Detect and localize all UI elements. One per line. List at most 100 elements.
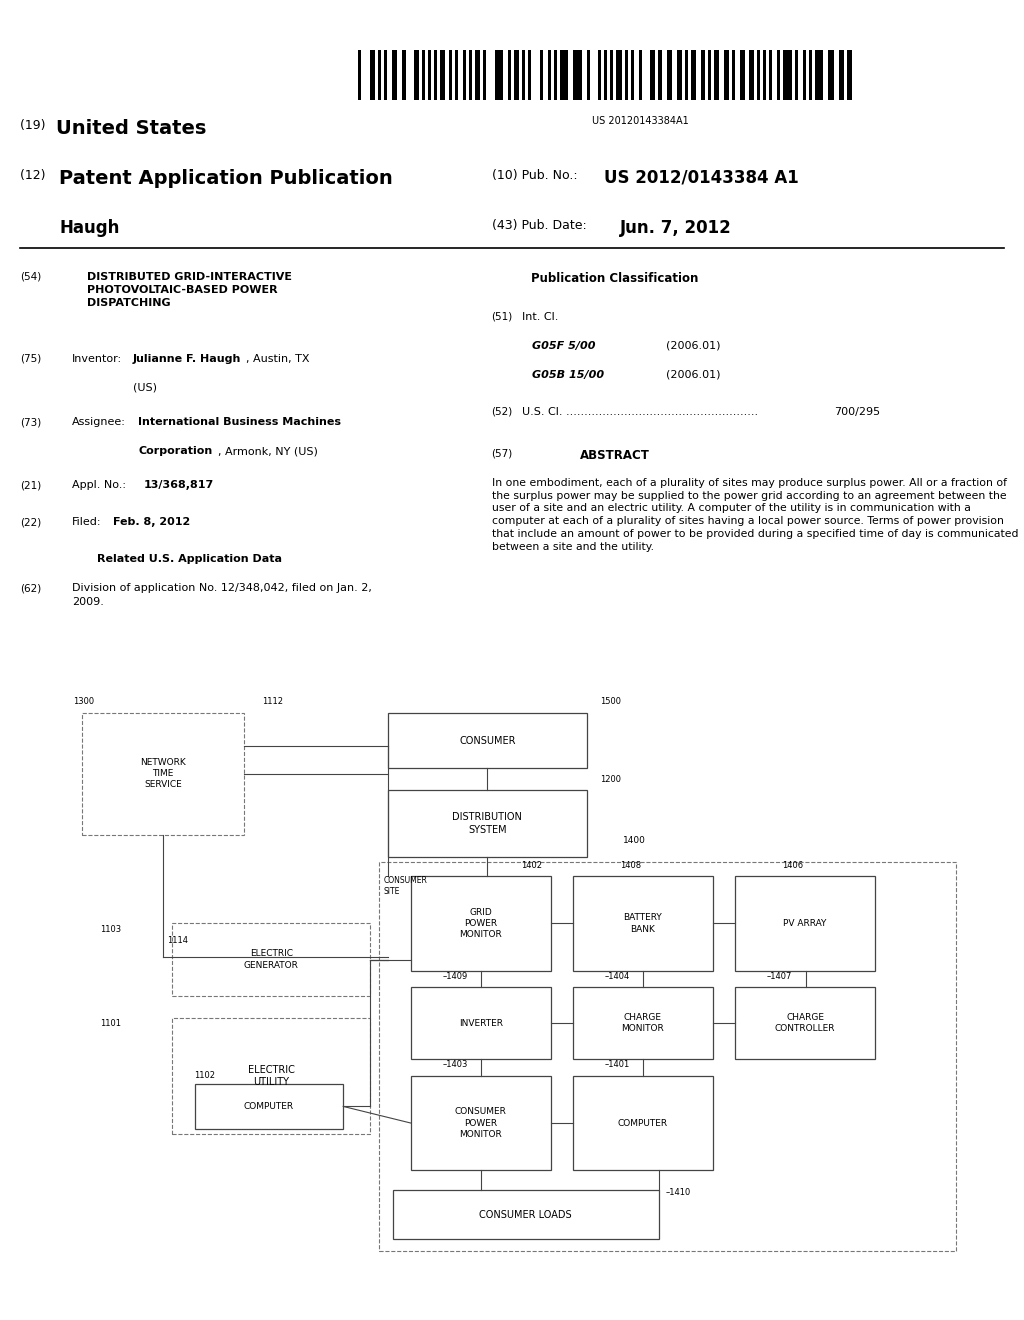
Bar — [795, 50, 798, 100]
Text: 1300: 1300 — [73, 697, 94, 706]
Text: 1408: 1408 — [620, 861, 641, 870]
Bar — [82, 713, 244, 834]
Text: G05B 15/00: G05B 15/00 — [532, 370, 604, 380]
Text: , Austin, TX: , Austin, TX — [246, 354, 309, 364]
Text: –1403: –1403 — [442, 1060, 468, 1069]
Bar — [658, 50, 662, 100]
Text: 1102: 1102 — [195, 1072, 216, 1081]
Bar — [677, 50, 682, 100]
Bar — [392, 50, 397, 100]
Text: Assignee:: Assignee: — [72, 417, 126, 428]
Text: DISTRIBUTION
SYSTEM: DISTRIBUTION SYSTEM — [453, 813, 522, 834]
Text: 13/368,817: 13/368,817 — [143, 480, 214, 491]
Bar — [428, 50, 431, 100]
Bar — [815, 50, 823, 100]
Bar — [495, 50, 503, 100]
Text: CONSUMER
SITE: CONSUMER SITE — [384, 876, 428, 896]
Bar — [469, 50, 472, 100]
Bar — [763, 50, 766, 100]
Text: G05F 5/00: G05F 5/00 — [532, 341, 596, 351]
Bar — [735, 876, 874, 970]
Text: COMPUTER: COMPUTER — [244, 1102, 294, 1111]
Text: ELECTRIC
GENERATOR: ELECTRIC GENERATOR — [244, 949, 299, 970]
Text: (22): (22) — [20, 517, 42, 528]
Bar — [514, 50, 519, 100]
Text: Inventor:: Inventor: — [72, 354, 122, 364]
Bar — [440, 50, 445, 100]
Bar — [573, 1076, 713, 1171]
Text: 1406: 1406 — [782, 861, 803, 870]
Text: ABSTRACT: ABSTRACT — [580, 449, 649, 462]
Text: (2006.01): (2006.01) — [666, 341, 720, 351]
Text: 1101: 1101 — [100, 1019, 121, 1028]
Text: ELECTRIC
UTILITY: ELECTRIC UTILITY — [248, 1065, 295, 1088]
Bar — [411, 1076, 551, 1171]
Text: Filed:: Filed: — [72, 517, 101, 528]
Text: –1409: –1409 — [442, 972, 468, 981]
Text: GRID
POWER
MONITOR: GRID POWER MONITOR — [460, 908, 502, 939]
Bar — [508, 50, 511, 100]
Text: U.S. Cl. .....................................................: U.S. Cl. ...............................… — [522, 407, 759, 417]
Text: –1410: –1410 — [666, 1188, 691, 1197]
Bar — [195, 1084, 343, 1129]
Bar — [777, 50, 780, 100]
Bar — [475, 50, 480, 100]
Text: (US): (US) — [133, 383, 157, 393]
Bar — [411, 987, 551, 1059]
Text: INVERTER: INVERTER — [459, 1019, 503, 1028]
Bar — [172, 1018, 371, 1134]
Bar — [573, 987, 713, 1059]
Bar — [757, 50, 760, 100]
Bar — [384, 50, 387, 100]
Bar — [685, 50, 688, 100]
Text: DISTRIBUTED GRID-INTERACTIVE
PHOTOVOLTAIC-BASED POWER
DISPATCHING: DISTRIBUTED GRID-INTERACTIVE PHOTOVOLTAI… — [87, 272, 292, 309]
Text: Related U.S. Application Data: Related U.S. Application Data — [97, 554, 283, 565]
Bar — [587, 50, 590, 100]
Bar — [434, 50, 437, 100]
Text: CONSUMER LOADS: CONSUMER LOADS — [479, 1209, 572, 1220]
Text: PV ARRAY: PV ARRAY — [783, 919, 826, 928]
Bar — [388, 791, 587, 857]
Text: (12): (12) — [20, 169, 50, 182]
Text: (73): (73) — [20, 417, 42, 428]
Text: –1407: –1407 — [767, 972, 793, 981]
Bar — [839, 50, 844, 100]
Bar — [616, 50, 622, 100]
Bar — [740, 50, 745, 100]
Bar — [414, 50, 419, 100]
Text: –1404: –1404 — [604, 972, 630, 981]
Bar — [378, 50, 381, 100]
Bar — [522, 50, 525, 100]
Text: (57): (57) — [492, 449, 513, 459]
Text: (54): (54) — [20, 272, 42, 282]
Text: CHARGE
MONITOR: CHARGE MONITOR — [622, 1014, 665, 1034]
Text: In one embodiment, each of a plurality of sites may produce surplus power. All o: In one embodiment, each of a plurality o… — [492, 478, 1018, 552]
Bar — [667, 50, 672, 100]
Text: CONSUMER: CONSUMER — [459, 735, 516, 746]
Text: Feb. 8, 2012: Feb. 8, 2012 — [113, 517, 189, 528]
Text: Patent Application Publication: Patent Application Publication — [59, 169, 393, 187]
Text: (52): (52) — [492, 407, 513, 417]
Text: Appl. No.:: Appl. No.: — [72, 480, 126, 491]
Bar — [631, 50, 634, 100]
Text: (21): (21) — [20, 480, 42, 491]
Text: BATTERY
BANK: BATTERY BANK — [624, 913, 663, 933]
Bar — [370, 50, 375, 100]
Text: (51): (51) — [492, 312, 513, 322]
Bar — [732, 50, 735, 100]
Text: (43) Pub. Date:: (43) Pub. Date: — [492, 219, 594, 232]
Text: 1402: 1402 — [521, 861, 542, 870]
Text: 1103: 1103 — [100, 924, 121, 933]
Bar — [749, 50, 754, 100]
Bar — [724, 50, 729, 100]
Bar — [554, 50, 557, 100]
Text: COMPUTER: COMPUTER — [617, 1118, 668, 1127]
Bar — [803, 50, 806, 100]
Bar — [708, 50, 711, 100]
Text: 1400: 1400 — [623, 836, 645, 845]
Text: Jun. 7, 2012: Jun. 7, 2012 — [620, 219, 731, 238]
Bar — [573, 50, 582, 100]
Bar — [701, 50, 705, 100]
Bar — [625, 50, 628, 100]
Bar — [455, 50, 458, 100]
